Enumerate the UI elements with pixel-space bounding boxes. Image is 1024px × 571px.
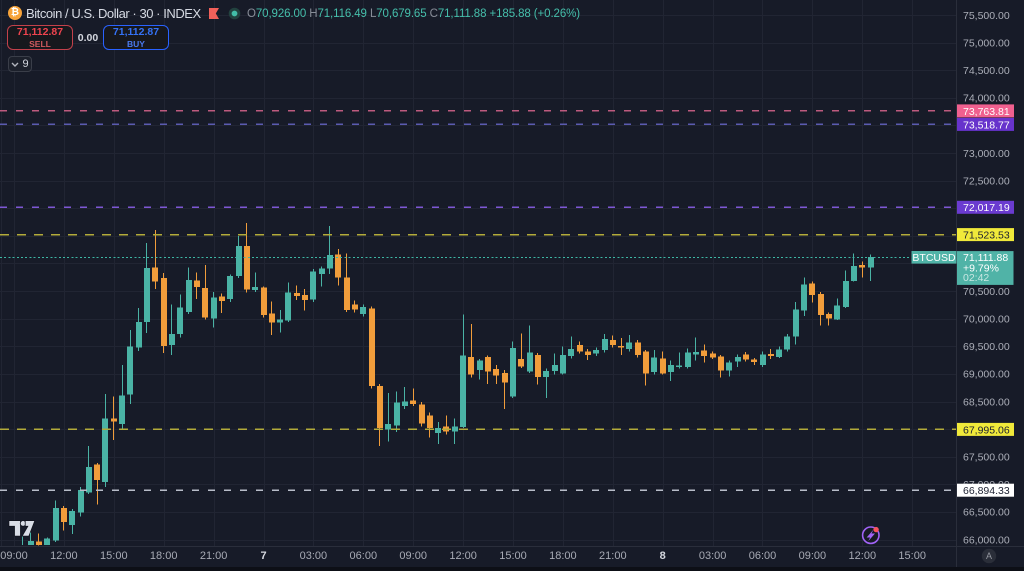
svg-text:72,017.19: 72,017.19 [963,202,1010,214]
svg-text:12:00: 12:00 [50,550,78,562]
svg-text:73,763.81: 73,763.81 [963,106,1010,118]
svg-text:12:00: 12:00 [849,550,877,562]
svg-text:74,500.00: 74,500.00 [963,65,1010,77]
svg-text:BTCUSD: BTCUSD [912,252,956,264]
svg-text:68,500.00: 68,500.00 [963,396,1010,408]
svg-text:06:00: 06:00 [749,550,777,562]
svg-text:70,000.00: 70,000.00 [963,314,1010,326]
svg-text:15:00: 15:00 [100,550,128,562]
svg-text:12:00: 12:00 [449,550,477,562]
svg-text:21:00: 21:00 [200,550,228,562]
svg-text:+9.79%: +9.79% [963,263,999,275]
svg-text:75,500.00: 75,500.00 [963,10,1010,22]
svg-text:09:00: 09:00 [0,550,28,562]
svg-text:66,500.00: 66,500.00 [963,507,1010,519]
svg-text:67,500.00: 67,500.00 [963,452,1010,464]
svg-text:03:00: 03:00 [699,550,727,562]
svg-text:18:00: 18:00 [549,550,577,562]
svg-text:72,500.00: 72,500.00 [963,176,1010,188]
svg-text:69,500.00: 69,500.00 [963,341,1010,353]
svg-text:06:00: 06:00 [350,550,378,562]
svg-text:74,000.00: 74,000.00 [963,93,1010,105]
svg-text:71,523.53: 71,523.53 [963,230,1010,242]
svg-text:21:00: 21:00 [599,550,627,562]
svg-text:66,000.00: 66,000.00 [963,534,1010,546]
svg-text:7: 7 [260,550,266,562]
svg-text:A: A [986,551,992,561]
svg-text:73,518.77: 73,518.77 [963,119,1010,131]
svg-text:67,995.06: 67,995.06 [963,424,1010,436]
svg-text:75,000.00: 75,000.00 [963,37,1010,49]
svg-text:73,000.00: 73,000.00 [963,148,1010,160]
svg-text:8: 8 [660,550,666,562]
svg-text:09:00: 09:00 [399,550,427,562]
svg-text:18:00: 18:00 [150,550,178,562]
svg-text:71,111.88: 71,111.88 [963,252,1008,264]
svg-text:02:42: 02:42 [963,272,989,284]
svg-text:15:00: 15:00 [499,550,527,562]
svg-text:15:00: 15:00 [898,550,926,562]
svg-text:69,000.00: 69,000.00 [963,369,1010,381]
svg-text:70,500.00: 70,500.00 [963,286,1010,298]
svg-text:03:00: 03:00 [300,550,328,562]
svg-text:66,894.33: 66,894.33 [963,485,1010,497]
svg-text:09:00: 09:00 [799,550,827,562]
